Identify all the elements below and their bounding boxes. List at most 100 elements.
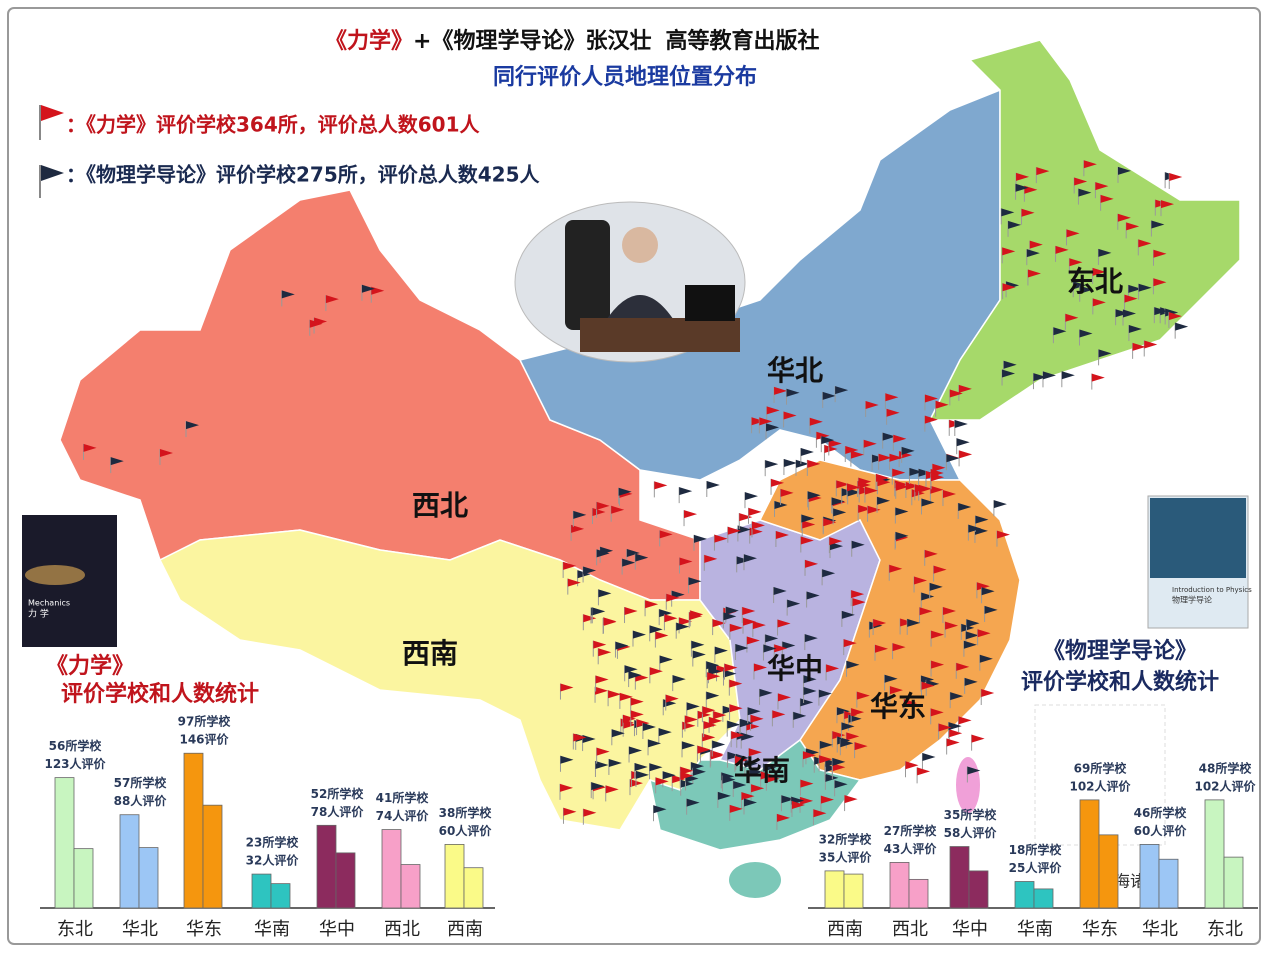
flag	[1175, 322, 1189, 331]
flag	[722, 775, 736, 784]
flag	[676, 622, 690, 631]
flag	[659, 655, 673, 664]
legend-item: ：《物理学导论》评价学校275所，评价总人数425人	[39, 163, 540, 198]
flag	[591, 782, 605, 791]
flag	[714, 534, 728, 543]
flag	[889, 453, 903, 462]
flag	[949, 729, 963, 738]
flag	[655, 777, 669, 786]
flag	[935, 400, 949, 409]
flag	[821, 436, 835, 445]
flag	[1053, 327, 1067, 336]
flag	[573, 733, 587, 742]
flag	[729, 704, 743, 713]
flag	[822, 569, 836, 578]
flag	[666, 593, 680, 602]
flags	[83, 160, 1189, 830]
flag	[834, 780, 848, 789]
bar	[73, 848, 94, 909]
flag	[918, 468, 932, 477]
flag	[1079, 329, 1093, 338]
south-sea-inset	[1034, 704, 1166, 846]
flag	[865, 400, 879, 409]
flag	[630, 710, 644, 719]
flag	[787, 599, 801, 608]
data-label: 60人评价	[1134, 823, 1188, 838]
flag	[741, 792, 755, 801]
flag	[824, 764, 838, 773]
bar	[381, 829, 402, 909]
region-dongbei	[928, 39, 1241, 421]
flag	[1001, 208, 1015, 217]
data-label: 32所学校	[819, 831, 873, 846]
flag	[608, 758, 622, 767]
flag	[684, 510, 698, 519]
flag	[958, 716, 972, 725]
island-label: 海诸	[1114, 872, 1146, 891]
flag	[901, 446, 915, 455]
x-tick-label: 华东	[186, 919, 222, 940]
data-label: 38所学校	[439, 805, 493, 820]
flag	[773, 587, 787, 596]
flag	[742, 606, 756, 615]
bar	[968, 870, 989, 909]
flag	[961, 623, 975, 632]
flag	[1092, 298, 1106, 307]
flag	[765, 460, 779, 469]
flag	[596, 501, 610, 510]
flag	[1100, 194, 1114, 203]
flag	[824, 444, 838, 453]
bar	[251, 873, 272, 909]
flag	[83, 443, 97, 452]
flag	[967, 766, 981, 775]
flag	[781, 795, 795, 804]
x-tick-label: 西南	[827, 919, 863, 940]
bar	[119, 814, 140, 909]
flag	[626, 548, 640, 557]
legend-item: ：《力学》评价学校364所，评价总人数601人	[39, 105, 480, 140]
flag	[800, 536, 814, 545]
flag	[712, 619, 726, 628]
bar	[1079, 799, 1100, 909]
flag	[981, 689, 995, 698]
flag	[892, 468, 906, 477]
flag	[605, 785, 619, 794]
flag	[1153, 249, 1167, 258]
cover-title: Mechanics	[28, 599, 70, 608]
flag	[746, 636, 760, 645]
flag	[1026, 249, 1040, 258]
flag	[833, 508, 847, 517]
flag	[907, 618, 921, 627]
flag	[942, 607, 956, 616]
flag	[771, 478, 785, 487]
flag	[635, 553, 649, 562]
flag	[971, 734, 985, 743]
flag	[932, 463, 946, 472]
flag	[692, 650, 706, 659]
flag	[823, 518, 837, 527]
flag	[900, 618, 914, 627]
flag	[563, 561, 577, 570]
flag	[933, 565, 947, 574]
flag	[751, 521, 765, 530]
flag	[325, 295, 339, 304]
flag	[956, 662, 970, 671]
flag	[1117, 213, 1131, 222]
flag	[648, 739, 662, 748]
flag	[1036, 167, 1050, 176]
book-cover: Introduction to Physics 物理学导论	[1147, 495, 1252, 629]
flag	[950, 692, 964, 701]
bar	[183, 752, 204, 909]
flag	[854, 742, 868, 751]
flag	[841, 610, 855, 619]
x-tick-label: 西北	[384, 919, 420, 940]
flag	[914, 484, 928, 493]
flag	[905, 482, 919, 491]
flag	[766, 406, 780, 415]
flag	[763, 644, 777, 653]
flag	[583, 614, 597, 623]
data-label: 46所学校	[1134, 805, 1188, 820]
flag	[595, 686, 609, 695]
flag	[968, 524, 982, 533]
flag	[1021, 208, 1035, 217]
